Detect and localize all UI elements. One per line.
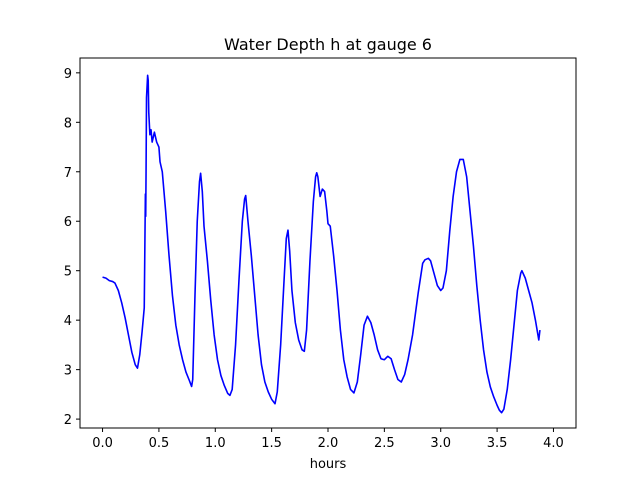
x-tick-label: 2.0 [318,436,339,451]
y-tick-label: 3 [64,364,72,379]
y-axis: 2 3 4 5 6 7 8 9 [64,67,80,428]
plot-area [102,74,541,414]
chart-title: Water Depth h at gauge 6 [224,35,432,54]
y-tick-label: 4 [64,314,72,329]
x-tick-label: 1.0 [205,436,226,451]
y-tick-label: 8 [64,116,72,131]
y-tick-label: 6 [64,215,72,230]
series-line-0 [102,74,541,414]
x-tick-label: 0.5 [149,436,170,451]
x-tick-label: 3.5 [487,436,508,451]
x-tick-label: 0.0 [92,436,113,451]
y-tick-label: 9 [64,67,72,82]
x-tick-label: 1.5 [261,436,282,451]
plot-frame [79,57,577,429]
y-tick-label: 7 [64,166,72,181]
y-tick-label: 2 [64,413,72,428]
x-axis: 0.0 0.5 1.0 1.5 2.0 2.5 3.0 3.5 4.0 [92,428,564,451]
x-tick-label: 2.5 [374,436,395,451]
x-tick-label: 4.0 [543,436,564,451]
x-tick-label: 3.0 [430,436,451,451]
x-axis-label: hours [310,457,347,472]
y-tick-label: 5 [64,265,72,280]
